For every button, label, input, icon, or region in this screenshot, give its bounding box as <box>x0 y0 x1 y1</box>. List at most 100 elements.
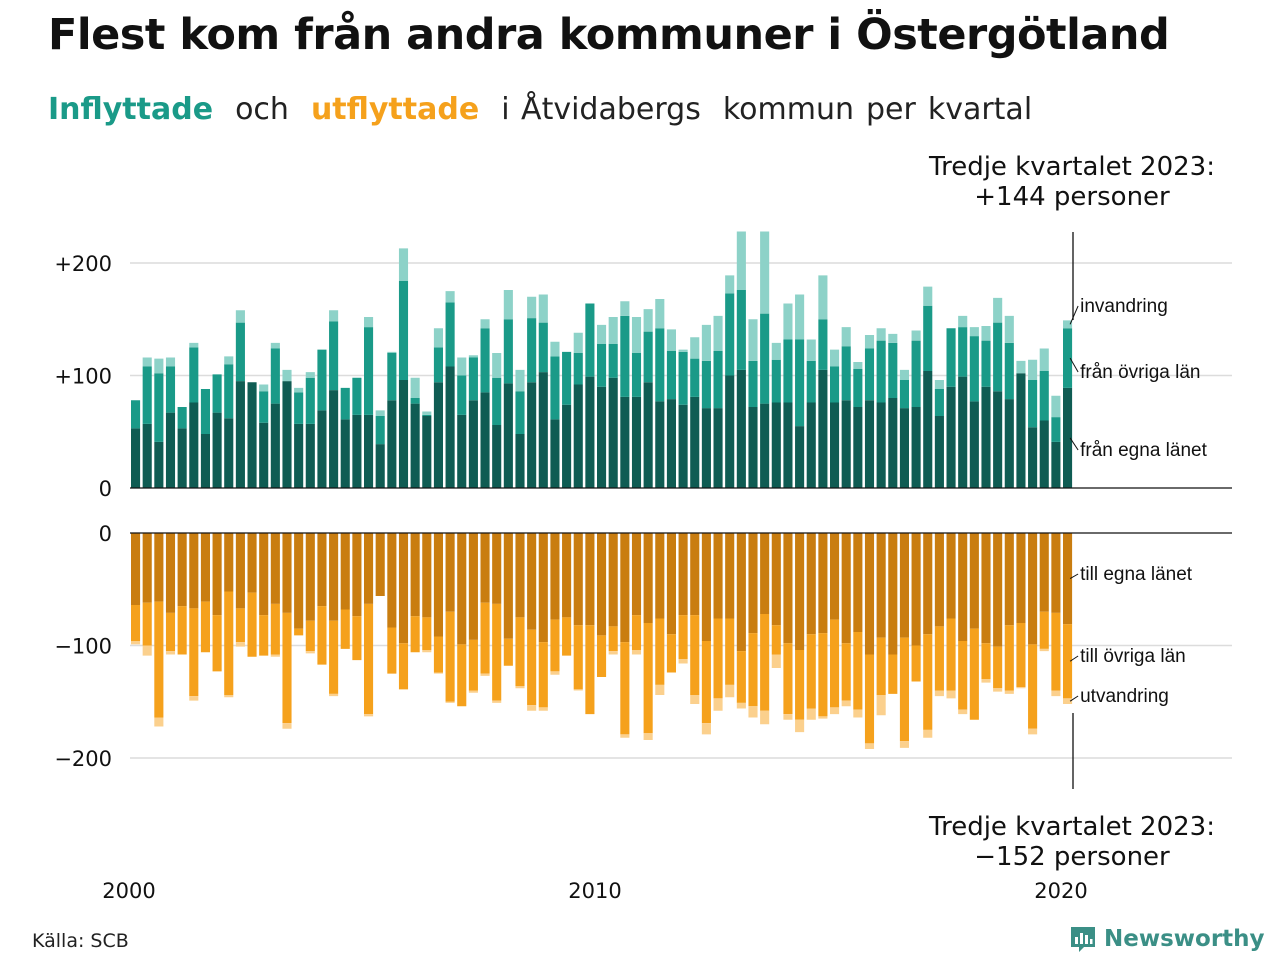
bar-in-0 <box>830 402 840 488</box>
bar-in-0 <box>946 386 956 488</box>
top-annotation-line2: +144 personer <box>974 182 1170 212</box>
bar-out-1 <box>515 617 525 686</box>
bar-in-2 <box>888 333 898 343</box>
bar-out-1 <box>364 603 374 715</box>
bar-in-0 <box>492 425 502 488</box>
bar-in-2 <box>736 231 746 290</box>
bar-out-1 <box>550 619 560 672</box>
chart-title: Flest kom från andra kommuner i Östergöt… <box>48 10 1170 60</box>
bar-out-2 <box>678 659 688 664</box>
bar-out-1 <box>247 592 257 657</box>
bar-in-2 <box>841 327 851 347</box>
bar-out-0 <box>375 533 385 596</box>
bar-out-2 <box>841 700 851 707</box>
bar-out-1 <box>294 628 304 636</box>
x-tick: 2010 <box>568 879 621 903</box>
bar-in-0 <box>538 372 548 488</box>
x-tick: 2020 <box>1034 879 1087 903</box>
bar-in-0 <box>165 412 176 488</box>
bar-out-2 <box>480 673 490 676</box>
bar-in-1 <box>713 350 723 409</box>
bar-out-2 <box>631 650 642 655</box>
bar-in-1 <box>690 358 700 397</box>
bar-out-2 <box>1039 648 1049 652</box>
bar-out-1 <box>1039 611 1049 649</box>
bar-in-0 <box>468 400 478 488</box>
bar-out-1 <box>445 611 455 702</box>
bar-in-1 <box>806 360 816 403</box>
bar-in-2 <box>445 291 455 303</box>
bar-in-0 <box>573 384 583 488</box>
bar-in-0 <box>375 444 385 488</box>
bar-out-2 <box>1063 698 1073 704</box>
bar-in-2 <box>398 248 409 281</box>
bar-out-2 <box>515 686 525 689</box>
bar-out-2 <box>165 651 176 655</box>
bar-out-1 <box>398 643 409 690</box>
bar-in-2 <box>969 327 979 337</box>
x-tick: 2000 <box>102 879 155 903</box>
bar-in-1 <box>387 353 397 401</box>
bar-in-1 <box>981 340 991 387</box>
bar-in-0 <box>806 402 816 488</box>
bar-out-1 <box>888 654 898 694</box>
bar-in-1 <box>131 400 141 429</box>
bar-out-1 <box>643 623 653 734</box>
bar-in-1 <box>142 366 152 424</box>
bar-in-1 <box>573 353 583 385</box>
bar-in-2 <box>550 341 560 357</box>
bar-out-1 <box>200 601 210 653</box>
bar-out-1 <box>352 616 362 661</box>
bar-in-2 <box>597 324 607 344</box>
bar-in-2 <box>608 317 618 344</box>
bar-in-1 <box>1063 328 1073 388</box>
bar-in-0 <box>154 441 164 488</box>
bar-in-1 <box>165 366 176 413</box>
bar-in-0 <box>433 382 443 488</box>
bar-out-1 <box>165 612 176 652</box>
bar-in-0 <box>398 380 409 488</box>
bar-in-1 <box>631 353 642 397</box>
bar-in-1 <box>270 348 280 404</box>
bar-out-1 <box>329 620 339 694</box>
bar-in-0 <box>818 369 828 488</box>
bar-out-0 <box>934 533 944 627</box>
newsworthy-logo-icon <box>1071 927 1095 952</box>
bar-out-2 <box>1004 690 1014 694</box>
bar-in-0 <box>189 402 199 488</box>
bar-in-2 <box>678 349 688 352</box>
bar-out-2 <box>131 641 141 645</box>
bar-out-0 <box>165 533 176 613</box>
bar-out-2 <box>853 709 863 718</box>
bar-out-1 <box>410 616 420 653</box>
bar-in-2 <box>282 369 292 382</box>
bar-out-2 <box>189 696 199 701</box>
bar-out-0 <box>631 533 642 616</box>
bar-out-2 <box>573 689 583 691</box>
bar-in-1 <box>352 377 362 415</box>
bar-in-0 <box>247 382 257 488</box>
bar-out-1 <box>608 626 618 652</box>
bar-out-1 <box>993 646 1003 689</box>
bar-in-0 <box>503 383 513 488</box>
bar-in-0 <box>410 403 420 488</box>
bar-in-0 <box>294 423 304 488</box>
bar-in-2 <box>165 357 176 367</box>
bar-out-1 <box>969 628 979 720</box>
bar-out-0 <box>457 533 467 645</box>
bar-out-2 <box>795 719 805 733</box>
subtitle-per: per <box>865 92 916 127</box>
bar-out-1 <box>830 619 840 708</box>
bar-in-1 <box>1051 417 1061 442</box>
bar-out-0 <box>562 533 572 618</box>
bar-out-0 <box>1028 533 1038 645</box>
bar-out-1 <box>795 650 805 720</box>
bar-in-2 <box>422 411 432 415</box>
bar-out-0 <box>294 533 304 629</box>
bar-out-2 <box>946 690 956 699</box>
bar-in-1 <box>934 389 944 416</box>
bar-out-2 <box>1051 690 1061 697</box>
bar-out-1 <box>725 618 735 685</box>
bar-in-1 <box>422 414 432 416</box>
bar-in-2 <box>701 324 711 361</box>
